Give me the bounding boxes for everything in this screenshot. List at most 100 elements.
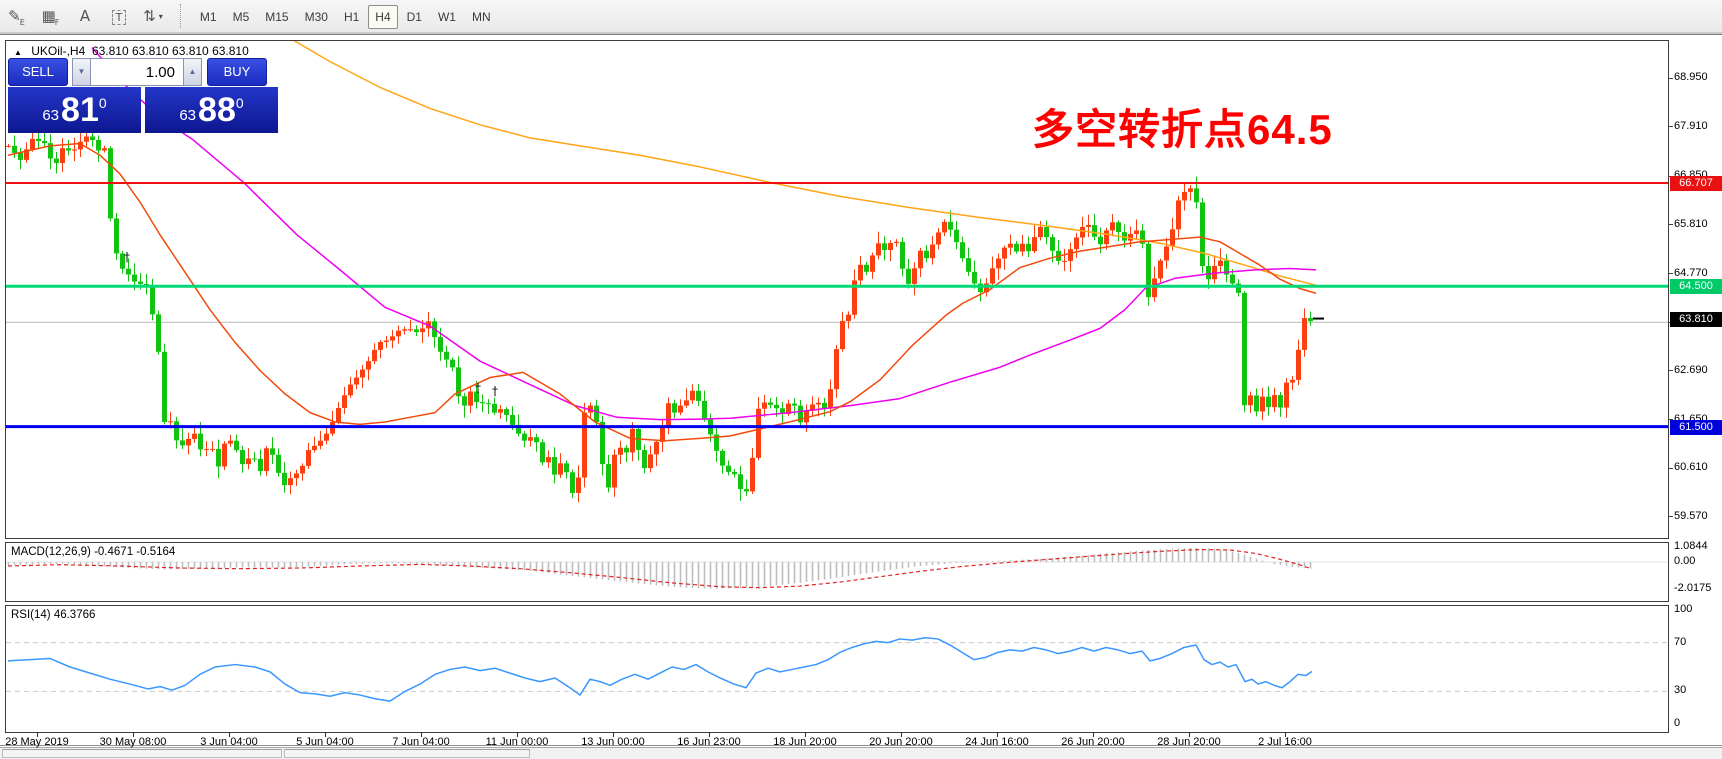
sell-price-big: 81 xyxy=(61,90,99,129)
price-axis-label: 65.810 xyxy=(1674,217,1708,230)
buy-button[interactable]: BUY xyxy=(207,58,267,86)
rsi-canvas[interactable] xyxy=(6,606,1668,732)
rsi-scale-label: 30 xyxy=(1674,684,1687,696)
price-axis-tick xyxy=(1668,467,1673,469)
sell-price-sup: 0 xyxy=(98,95,107,111)
timeframe-button-w1[interactable]: W1 xyxy=(437,10,456,24)
macd-scale-label: 1.0844 xyxy=(1674,540,1708,553)
volume-increment-button[interactable]: ▲ xyxy=(183,58,202,86)
time-axis-tick xyxy=(421,733,422,737)
macd-pane[interactable] xyxy=(5,542,1669,602)
time-axis-label: 11 Jun 00:00 xyxy=(485,736,549,748)
ma-slow-line xyxy=(293,41,1317,287)
time-axis-label: 26 Jun 20:00 xyxy=(1061,736,1125,748)
time-axis-label: 28 May 2019 xyxy=(5,736,69,748)
chart-annotation-text: 多空转折点64.5 xyxy=(1032,106,1333,153)
ohlc-values: 63.810 63.810 63.810 63.810 xyxy=(91,44,249,58)
volume-decrement-button[interactable]: ▼ xyxy=(72,58,91,86)
time-axis-tick xyxy=(517,733,518,737)
collapse-icon[interactable]: ▲ xyxy=(14,48,22,57)
one-click-trade-panel: SELL ▼ ▲ BUY 63 81 0 63 88 0 xyxy=(8,58,278,133)
time-axis-label: 16 Jun 23:00 xyxy=(677,736,741,748)
time-axis-tick xyxy=(805,733,806,737)
macd-label: MACD(12,26,9) -0.4671 -0.5164 xyxy=(11,546,176,558)
sell-button[interactable]: SELL xyxy=(8,58,68,86)
price-chart-pane[interactable] xyxy=(5,40,1669,539)
rsi-line xyxy=(7,636,1313,702)
status-segment xyxy=(284,749,530,758)
timeframe-button-d1[interactable]: D1 xyxy=(406,10,422,24)
timeframe-button-m5[interactable]: M5 xyxy=(232,10,250,24)
time-axis-label: 20 Jun 20:00 xyxy=(869,736,933,748)
price-axis-tick xyxy=(1668,419,1673,421)
price-axis-label: 60.610 xyxy=(1674,461,1708,474)
timeframe-button-m30[interactable]: M30 xyxy=(304,10,328,24)
time-axis-tick xyxy=(229,733,230,737)
rsi-scale-label: 0 xyxy=(1674,717,1681,729)
price-axis-tick xyxy=(1668,224,1673,226)
timeframe-button-m15[interactable]: M15 xyxy=(265,10,289,24)
buy-price-prefix: 63 xyxy=(179,106,197,124)
chart-header: ▲ UKOil-,H4 63.810 63.810 63.810 63.810 xyxy=(14,44,249,58)
trade-marker-dagger: † xyxy=(475,381,481,395)
toolbar-separator xyxy=(180,4,182,28)
time-axis-tick xyxy=(325,733,326,737)
time-axis-label: 18 Jun 20:00 xyxy=(773,736,837,748)
time-axis-tick xyxy=(133,733,134,737)
time-axis-label: 28 Jun 20:00 xyxy=(1157,736,1221,748)
price-axis-tick xyxy=(1668,77,1673,79)
status-segment xyxy=(2,749,282,758)
macd-canvas[interactable] xyxy=(6,543,1668,601)
time-axis-label: 30 May 08:00 xyxy=(99,736,167,748)
macd-scale-label: -2.0175 xyxy=(1674,581,1712,594)
grid-properties-icon[interactable]: ▦ F xyxy=(41,7,60,27)
time-axis-label: 2 Jul 16:00 xyxy=(1258,736,1312,748)
arrows-objects-icon[interactable]: ⇅ ▾ xyxy=(143,7,163,25)
price-axis-tick xyxy=(1668,370,1673,372)
rsi-scale-label: 100 xyxy=(1674,603,1693,615)
time-axis-tick xyxy=(997,733,998,737)
ma-mid-line xyxy=(91,47,1317,421)
price-axis-label: 59.570 xyxy=(1674,509,1708,522)
price-chart-canvas[interactable] xyxy=(6,41,1668,538)
price-axis-tick xyxy=(1668,126,1673,128)
price-axis-label: 68.950 xyxy=(1674,71,1708,83)
support-line-price-label: 61.500 xyxy=(1670,419,1722,435)
timeframe-button-m1[interactable]: M1 xyxy=(199,10,217,24)
time-axis-label: 3 Jun 04:00 xyxy=(200,736,258,748)
time-axis-tick xyxy=(901,733,902,737)
time-axis-tick xyxy=(1285,733,1286,737)
trade-marker-dagger: † xyxy=(124,250,130,264)
time-axis-label: 13 Jun 00:00 xyxy=(581,736,645,748)
time-axis-label: 7 Jun 04:00 xyxy=(392,736,450,748)
current-price-label: 63.810 xyxy=(1670,311,1722,327)
sell-price-display[interactable]: 63 81 0 xyxy=(8,87,141,133)
macd-scale-label: 0.00 xyxy=(1674,555,1696,567)
time-axis-tick xyxy=(1189,733,1190,737)
timeframe-button-mn[interactable]: MN xyxy=(471,10,491,24)
indicators-draw-icon[interactable]: ✎ E xyxy=(8,7,25,27)
rsi-pane[interactable] xyxy=(5,605,1669,733)
text-annotation-icon[interactable]: A xyxy=(79,7,91,25)
trade-marker-dagger: † xyxy=(492,384,498,398)
price-axis-tick xyxy=(1668,516,1673,518)
text-box-icon[interactable]: T xyxy=(104,5,134,31)
buy-price-big: 88 xyxy=(198,90,236,129)
price-axis-label: 64.770 xyxy=(1674,266,1708,279)
time-axis-tick xyxy=(37,733,38,737)
rsi-scale-label: 70 xyxy=(1674,636,1687,648)
time-axis-label: 24 Jun 16:00 xyxy=(965,736,1029,748)
ma-fast-line xyxy=(7,142,1317,442)
timeframe-button-h4[interactable]: H4 xyxy=(368,5,398,29)
buy-price-sup: 0 xyxy=(235,95,244,111)
price-axis-label: 67.910 xyxy=(1674,119,1708,132)
resistance-line-price-label: 66.707 xyxy=(1670,175,1722,191)
buy-price-display[interactable]: 63 88 0 xyxy=(145,87,278,133)
volume-input[interactable] xyxy=(91,58,183,86)
timeframe-buttons: M1 M5 M15 M30 H1 H4 D1 W1 MN xyxy=(192,5,499,29)
timeframe-button-h1[interactable]: H1 xyxy=(343,10,360,24)
window-bottom-border xyxy=(0,745,1722,746)
price-axis-tick xyxy=(1668,273,1673,275)
sell-price-prefix: 63 xyxy=(42,106,60,124)
